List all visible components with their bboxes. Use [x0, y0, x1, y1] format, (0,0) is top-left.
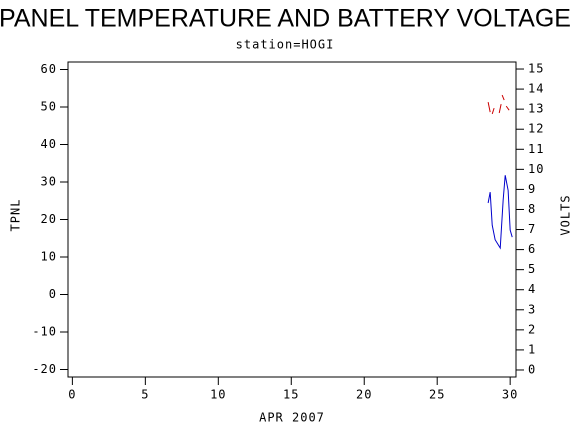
chart-title: PANEL TEMPERATURE AND BATTERY VOLTAGE	[0, 5, 570, 33]
y2-tick-label: 11	[528, 142, 544, 156]
y2-tick-label: 15	[528, 62, 544, 76]
y2-tick-label: 13	[528, 102, 544, 116]
x-tick-label: 10	[210, 388, 226, 402]
x-tick-label: 5	[141, 388, 149, 402]
y-tick-label: 50	[41, 100, 57, 114]
y2-axis-label: VOLTS	[559, 194, 570, 235]
y2-tick-label: 5	[528, 262, 536, 276]
chart-subtitle: station=HOGI	[236, 38, 335, 52]
x-axis-label: APR 2007	[259, 411, 325, 425]
y2-tick-label: 2	[528, 322, 536, 336]
y2-tick-label: 6	[528, 242, 536, 256]
data-line	[487, 94, 510, 115]
y2-tick-label: 14	[528, 82, 544, 96]
y-tick-label: 30	[41, 175, 57, 189]
y-tick-label: 40	[41, 137, 57, 151]
y2-tick-label: 4	[528, 282, 536, 296]
y-tick-label: -10	[32, 325, 57, 339]
y2-tick-label: 1	[528, 342, 536, 356]
y-tick-label: -20	[32, 362, 57, 376]
y2-tick-label: 7	[528, 222, 536, 236]
x-tick-label: 0	[68, 388, 76, 402]
x-tick-label: 30	[502, 388, 518, 402]
y2-tick-label: 9	[528, 182, 536, 196]
y2-tick-label: 3	[528, 302, 536, 316]
y-tick-label: 20	[41, 212, 57, 226]
x-tick-label: 20	[356, 388, 372, 402]
y2-tick-label: 12	[528, 122, 544, 136]
y-tick-label: 60	[41, 62, 57, 76]
plot-frame	[67, 61, 517, 378]
y-axis-label: TPNL	[9, 199, 23, 232]
y-tick-label: 0	[49, 287, 57, 301]
x-tick-label: 15	[283, 388, 299, 402]
y-tick-label: 10	[41, 250, 57, 264]
data-line	[487, 175, 513, 250]
y2-tick-label: 0	[528, 362, 536, 376]
y2-tick-label: 10	[528, 162, 544, 176]
x-tick-label: 25	[429, 388, 445, 402]
y2-tick-label: 8	[528, 202, 536, 216]
